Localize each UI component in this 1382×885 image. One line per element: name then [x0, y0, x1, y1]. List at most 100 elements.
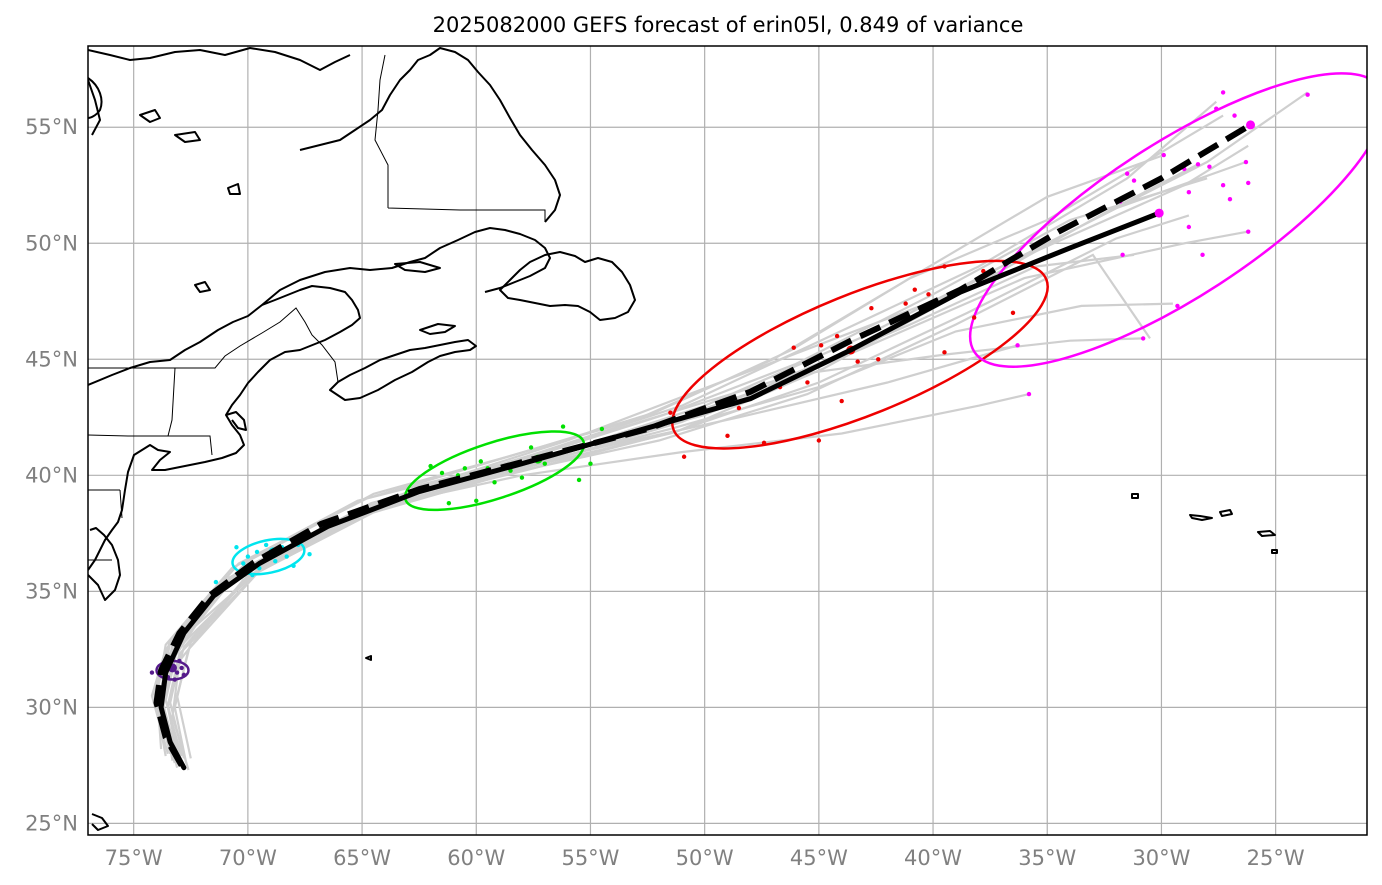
azores-1 — [1189, 514, 1213, 521]
deterministic-end-point — [1154, 208, 1164, 218]
labrador-coast — [299, 47, 561, 223]
day4-member-point — [1200, 252, 1205, 258]
member-track-13 — [155, 253, 1135, 755]
lake-4 — [227, 183, 241, 195]
day3-member-point — [942, 264, 947, 269]
hudson-strait — [88, 47, 351, 71]
gulf-st-lawrence — [261, 227, 551, 306]
coastline-layer — [88, 47, 1278, 831]
day4-member-point — [1246, 229, 1251, 234]
y-tick-label: 45°N — [25, 347, 78, 371]
border-quebec-labrador — [374, 54, 546, 222]
day3-member-point — [1010, 310, 1016, 316]
day1-member-point — [291, 563, 296, 569]
deterministic-track — [158, 210, 1162, 771]
bottom-left-coast — [91, 813, 109, 831]
day1-ellipse — [231, 537, 306, 576]
lake-2 — [139, 109, 161, 123]
x-tick-label: 40°W — [904, 846, 962, 870]
day3-member-point — [903, 301, 908, 306]
day3-member-point — [816, 438, 822, 443]
day4-member-point — [1140, 336, 1146, 341]
day0-member-point — [172, 677, 177, 682]
day1-member-point — [241, 561, 246, 566]
day3-ellipse — [671, 259, 1049, 450]
day3-member-point — [912, 287, 917, 292]
day4-member-point — [1220, 90, 1226, 95]
day4-member-point — [1305, 92, 1310, 97]
day0-member-point — [181, 672, 187, 678]
james-bay — [88, 79, 101, 136]
day3-member-point — [805, 380, 810, 385]
day3-member-point — [876, 357, 881, 362]
day4-member-point — [1186, 224, 1192, 230]
day2-member-point — [474, 498, 479, 504]
y-tick-label: 50°N — [25, 231, 78, 255]
day4-mean-point — [1246, 120, 1256, 130]
day3-member-point — [926, 292, 931, 297]
member-positions — [149, 90, 1310, 682]
lake-1 — [194, 281, 211, 293]
x-tick-label: 30°W — [1132, 846, 1190, 870]
member-track-6 — [164, 230, 1249, 757]
mean-tracks — [153, 122, 1253, 771]
day3-member-point — [736, 405, 742, 411]
day4-member-point — [1214, 106, 1219, 111]
day2-member-point — [519, 475, 525, 480]
day3-member-point — [942, 350, 947, 355]
day3-member-point — [834, 333, 840, 339]
cape-cod — [225, 411, 247, 431]
chesapeake-area — [88, 527, 121, 601]
azores-4 — [1271, 549, 1278, 554]
member-track-8 — [173, 100, 1218, 764]
x-tick-label: 60°W — [447, 846, 505, 870]
day3-member-point — [971, 315, 977, 320]
day1-member-point — [213, 579, 219, 585]
nova-scotia — [329, 339, 477, 401]
day4-member-point — [1131, 178, 1137, 183]
day2-member-point — [428, 463, 433, 469]
y-tick-label: 40°N — [25, 463, 78, 487]
day1-member-point — [284, 554, 289, 559]
day4-member-point — [1026, 391, 1032, 397]
member-track-3 — [166, 91, 1309, 766]
newfoundland — [499, 251, 636, 321]
x-tick-label: 35°W — [1018, 846, 1076, 870]
us-east-coast — [88, 285, 361, 571]
island-mid-1 — [1131, 493, 1139, 499]
day2-member-point — [576, 477, 582, 483]
day0-member-point — [179, 665, 184, 671]
border-us-canada — [88, 307, 339, 383]
day4-member-point — [1220, 183, 1226, 188]
anticosti — [394, 261, 441, 273]
day2-member-point — [446, 500, 452, 506]
uncertainty-ellipses — [155, 72, 1367, 681]
day3-member-point — [869, 306, 874, 311]
x-tick-label: 75°W — [105, 846, 163, 870]
day1-member-point — [307, 552, 312, 557]
day2-member-point — [492, 480, 497, 485]
x-tick-label: 50°W — [676, 846, 734, 870]
day2-member-point — [528, 445, 534, 450]
azores-3 — [1257, 530, 1276, 537]
day3-member-point — [761, 440, 767, 446]
x-tick-label: 70°W — [219, 846, 277, 870]
pei — [419, 323, 456, 335]
day3-member-point — [818, 343, 824, 348]
day2-member-point — [542, 461, 547, 466]
member-track-14 — [166, 163, 1199, 764]
member-track-12 — [162, 177, 1208, 766]
day1-member-point — [250, 572, 255, 578]
member-track-4 — [171, 253, 1151, 771]
y-tick-label: 35°N — [25, 579, 78, 603]
day1-member-point — [234, 545, 239, 550]
day2-member-point — [439, 470, 445, 476]
member-track-11 — [169, 302, 1173, 759]
hudson-curve — [88, 77, 103, 119]
lake-3 — [174, 131, 201, 143]
day4-member-point — [1124, 171, 1130, 176]
day4-ellipse — [968, 72, 1367, 368]
y-tick-label: 30°N — [25, 695, 78, 719]
x-tick-label: 45°W — [790, 846, 848, 870]
azores-2 — [1219, 509, 1233, 517]
